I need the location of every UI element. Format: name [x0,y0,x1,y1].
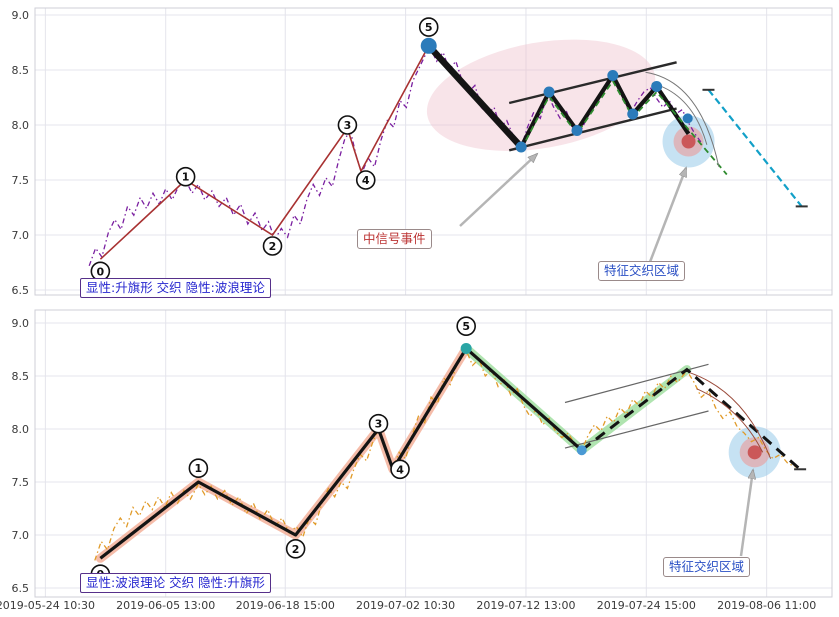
feature-zone-glow-core [681,134,696,149]
pivot-dot [651,81,663,92]
feature-zone-label-bottom: 特征交织区域 [663,557,751,577]
wave-number: 0 [97,265,105,278]
x-tick-label: 2019-08-06 11:00 [717,599,816,612]
x-tick-label: 2019-06-18 15:00 [236,599,335,612]
y-tick-label: 7.0 [12,229,30,242]
pivot-dot [576,445,587,456]
pivot-dot [543,86,555,98]
y-tick-label: 9.0 [12,9,30,22]
y-tick-label: 8.0 [12,423,30,436]
feature-zone-glow-core [747,445,762,460]
feature-zone-label-top: 特征交织区域 [598,261,686,281]
y-tick-label: 8.0 [12,119,30,132]
y-tick-label: 6.5 [12,284,30,297]
wave-number-circle [355,170,376,190]
wave-number: 5 [462,320,470,333]
top-pattern-label: 显性:升旗形 交织 隐性:波浪理论 [80,278,271,298]
wave-number: 1 [195,462,203,475]
wave-number-circle [390,459,410,480]
annotation-arrow [459,154,537,227]
pivot-dot [515,141,527,153]
wave-number-circle [368,413,389,434]
x-tick-label: 2019-06-05 13:00 [116,599,215,612]
forecast-dashed [707,89,803,208]
trend-arc [645,71,720,167]
x-tick-label: 2019-05-24 10:30 [0,599,95,612]
wave-number-circle [188,458,209,479]
pivot-dot [682,113,693,124]
y-tick-label: 8.5 [12,370,30,383]
annotation-arrow [739,470,753,557]
wave-line-dashed [580,367,802,471]
y-tick-label: 6.5 [12,582,30,595]
pivot-dot [420,37,437,54]
flag-channel-upper [508,61,677,105]
wave-number: 3 [375,418,383,431]
x-tick-label: 2019-07-02 10:30 [356,599,455,612]
flag-channel-lower-b [564,410,709,449]
wave-number-circle [418,17,439,37]
x-tick-label: 2019-07-12 13:00 [476,599,575,612]
hidden-wave-dashed [520,79,728,176]
y-tick-label: 7.0 [12,529,30,542]
wave-number: 3 [344,119,352,132]
plot-border [34,309,833,598]
y-tick-label: 8.5 [12,64,30,77]
y-tick-label: 7.5 [12,476,30,489]
elliott-wave-line [99,45,430,260]
plot-border [34,7,833,296]
signal-event-label: 中信号事件 [357,229,432,249]
wave-number: 2 [269,240,277,253]
x-tick-label: 2019-07-24 15:00 [597,599,696,612]
pivot-dot [607,70,619,81]
wave-number-circle [175,166,196,187]
y-tick-label: 9.0 [12,317,30,330]
wave-number-circle [285,538,306,559]
pivot-dot [460,342,472,354]
wave-number-circle [337,115,358,135]
wave-number: 1 [182,171,190,184]
flag-channel-lower [508,107,677,152]
flag-pole [425,42,525,151]
bottom-pattern-label: 显性:波浪理论 交织 隐性:升旗形 [80,573,271,593]
wave-number-circle [262,236,283,256]
wave-line-solid [99,346,583,560]
wave-number-circle [456,316,476,336]
trend-arc [689,372,772,459]
pivot-dot [627,108,639,120]
wave-number: 2 [292,543,300,556]
trend-arc [696,388,764,453]
wave-number: 4 [396,463,404,476]
pivot-dot [571,125,583,136]
annotation-arrow [648,168,688,263]
wave-number: 4 [362,174,370,187]
y-tick-label: 7.5 [12,174,30,187]
wave-number: 5 [425,21,433,34]
